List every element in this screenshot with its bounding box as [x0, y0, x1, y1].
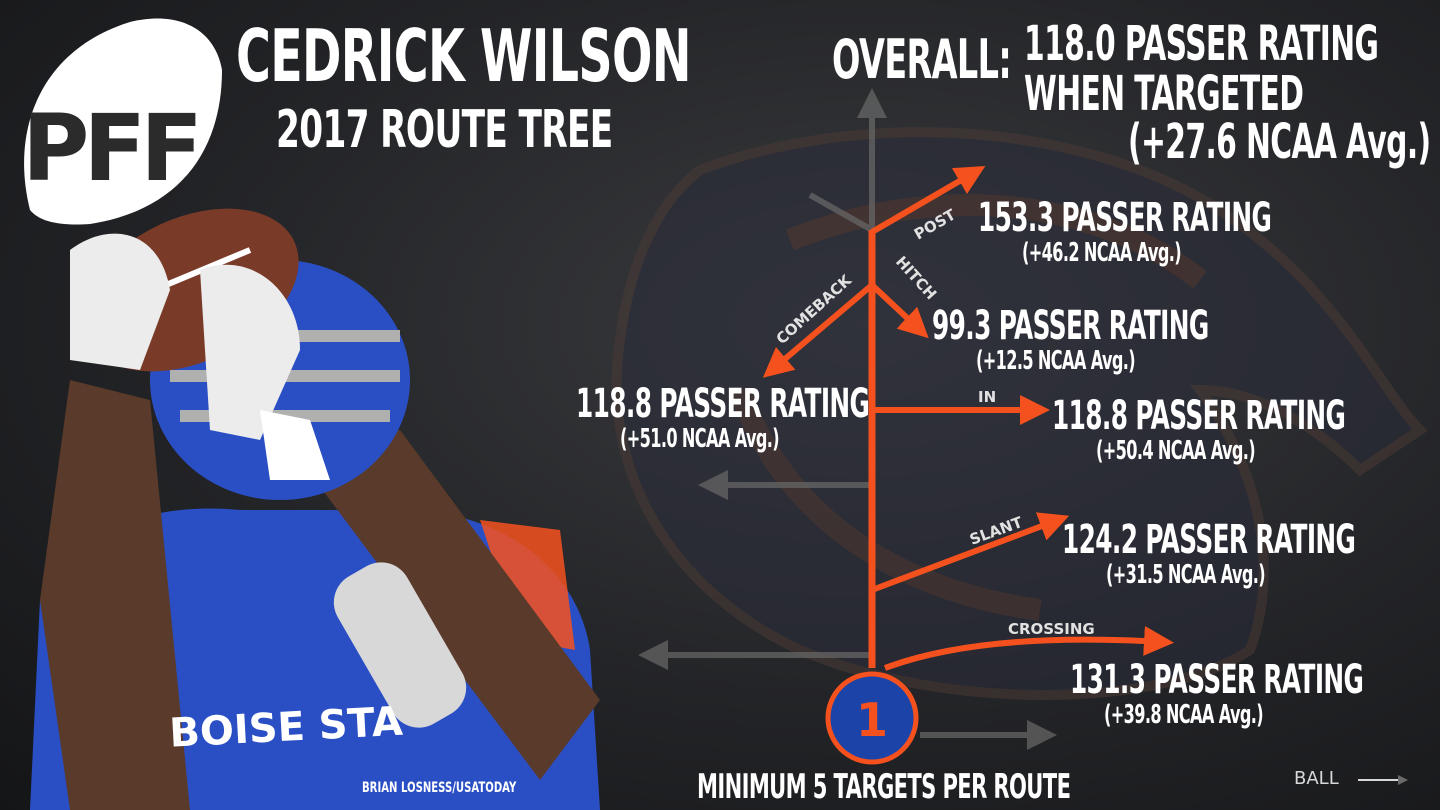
route-label-post: POST	[911, 205, 959, 243]
page-subtitle: 2017 ROUTE TREE	[276, 100, 613, 160]
pff-logo: PFF	[22, 18, 222, 225]
route-label-crossing: CROSSING	[1008, 620, 1095, 638]
route-label-in: IN	[978, 388, 996, 406]
player-marker-circle	[825, 671, 919, 765]
player-marker-number: 1	[856, 693, 888, 747]
crossing-route-arrow	[883, 625, 1174, 671]
post-vs-ncaa-avg: (+46.2 NCAA Avg.)	[1022, 238, 1182, 268]
ball-label: BALL	[1294, 768, 1339, 789]
slant-vs-ncaa-avg: (+31.5 NCAA Avg.)	[1106, 560, 1266, 590]
post-rating: 153.3 PASSER RATING	[978, 195, 1272, 241]
in-vs-ncaa-avg: (+50.4 NCAA Avg.)	[1096, 436, 1256, 466]
slant-rating: 124.2 PASSER RATING	[1062, 517, 1356, 563]
pff-logo-text: PFF	[22, 95, 197, 202]
hitch-vs-ncaa-avg: (+12.5 NCAA Avg.)	[976, 346, 1136, 376]
photo-credit: BRIAN LOSNESS/USATODAY	[362, 780, 517, 796]
hitch-route-arrow	[869, 282, 929, 339]
overall-label: OVERALL:	[832, 28, 1012, 91]
comeback-route-arrow	[762, 282, 874, 378]
field-guide-lines	[638, 88, 1057, 750]
minimum-targets-note: MINIMUM 5 TARGETS PER ROUTE	[697, 767, 1071, 807]
comeback-rating: 118.8 PASSER RATING	[576, 381, 870, 427]
comeback-vs-ncaa-avg: (+51.0 NCAA Avg.)	[620, 424, 780, 454]
route-label-hitch: HITCH	[892, 253, 940, 304]
in-rating: 118.8 PASSER RATING	[1052, 393, 1346, 439]
crossing-rating: 131.3 PASSER RATING	[1070, 657, 1364, 703]
crossing-vs-ncaa-avg: (+39.8 NCAA Avg.)	[1104, 700, 1264, 730]
hitch-rating: 99.3 PASSER RATING	[932, 303, 1209, 349]
overall-rating: 118.0 PASSER RATING	[1024, 16, 1379, 72]
player-photo: BOISE STA	[30, 208, 600, 810]
overall-rating-context: WHEN TARGETED	[1024, 66, 1304, 122]
overall-vs-ncaa-avg: (+27.6 NCAA Avg.)	[1128, 114, 1431, 170]
player-name: CEDRICK WILSON	[236, 14, 691, 98]
slant-route-arrow	[870, 512, 1070, 593]
team-logo-watermark	[611, 127, 1428, 700]
post-route-arrow	[870, 165, 986, 235]
